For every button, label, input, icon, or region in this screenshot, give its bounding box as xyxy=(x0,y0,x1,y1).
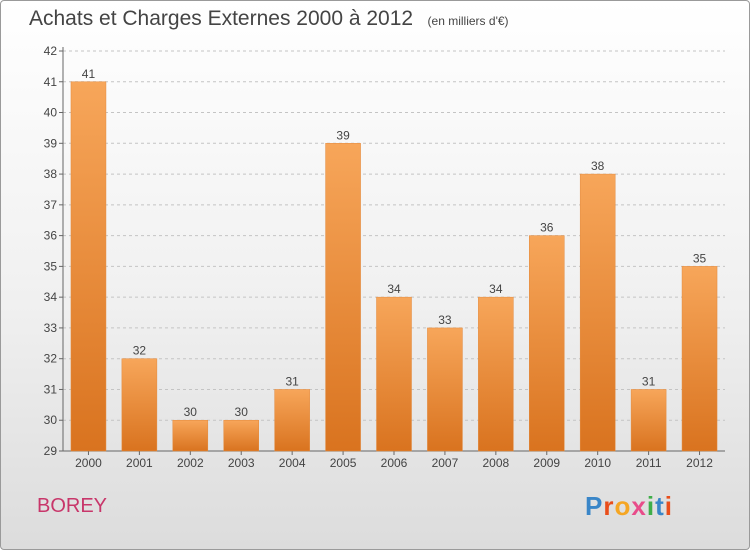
y-tick-label: 39 xyxy=(44,136,58,150)
y-tick-label: 41 xyxy=(44,75,58,89)
y-tick-label: 31 xyxy=(44,382,58,396)
x-tick-label: 2011 xyxy=(636,456,662,470)
bar-2003 xyxy=(223,419,259,452)
bar-2007 xyxy=(427,327,463,452)
data-label: 31 xyxy=(285,374,299,388)
logo-letter: P xyxy=(585,491,604,521)
x-tick-label: 2000 xyxy=(75,456,102,470)
y-tick-label: 36 xyxy=(44,229,58,243)
data-label: 33 xyxy=(438,313,452,327)
data-label: 31 xyxy=(642,374,656,388)
y-tick-label: 30 xyxy=(44,413,58,427)
bar-2002 xyxy=(172,419,209,452)
bar-2010 xyxy=(579,173,616,452)
data-label: 30 xyxy=(235,405,249,419)
commune-name: BOREY xyxy=(37,495,108,517)
bar-2001 xyxy=(121,358,158,452)
data-label: 32 xyxy=(133,344,147,358)
bar-2011 xyxy=(630,389,667,452)
labels: 29 30 31 32 33 34 35 36 37 38 39 40 41 42 41 2000 32 2001… xyxy=(44,44,714,470)
x-tick-label: 2004 xyxy=(279,456,306,470)
data-label: 35 xyxy=(693,251,707,265)
data-label: 30 xyxy=(184,405,198,419)
x-tick-label: 2010 xyxy=(584,456,611,470)
chart-title: Achats et Charges Externes 2000 à 2012 xyxy=(29,7,414,30)
bar-2006 xyxy=(376,296,412,452)
y-tick-label: 29 xyxy=(44,444,58,458)
y-tick-label: 38 xyxy=(44,167,58,181)
chart-unit: (en milliers d'€) xyxy=(427,14,509,28)
x-tick-label: 2012 xyxy=(686,456,713,470)
y-tick-label: 37 xyxy=(44,198,58,212)
y-tick-label: 34 xyxy=(44,290,58,304)
logo-letter: i xyxy=(646,491,656,521)
y-tick-label: 32 xyxy=(44,352,58,366)
logo-letter: r xyxy=(603,491,615,521)
y-tick-label: 33 xyxy=(44,321,58,335)
x-tick-label: 2006 xyxy=(381,456,408,470)
x-tick-label: 2003 xyxy=(228,456,255,470)
proxiti-logo[interactable]: Proxiti xyxy=(585,491,673,522)
x-tick-label: 2008 xyxy=(482,456,509,470)
data-label: 38 xyxy=(591,159,605,173)
data-label: 36 xyxy=(540,221,554,235)
bar-2008 xyxy=(478,296,514,452)
x-tick-label: 2001 xyxy=(126,456,153,470)
bar-2004 xyxy=(274,389,310,452)
logo-letter: x xyxy=(631,491,647,521)
data-label: 41 xyxy=(82,67,96,81)
data-label: 39 xyxy=(336,128,350,142)
x-tick-label: 2007 xyxy=(432,456,459,470)
x-tick-label: 2005 xyxy=(330,456,357,470)
chart-title-block: Achats et Charges Externes 2000 à 2012 (… xyxy=(29,7,509,31)
data-label: 34 xyxy=(387,282,401,296)
logo-letter: o xyxy=(614,491,632,521)
y-tick-label: 40 xyxy=(44,106,58,120)
bars xyxy=(70,81,718,452)
x-tick-label: 2002 xyxy=(177,456,204,470)
bar-2009 xyxy=(529,235,565,452)
y-tick-label: 35 xyxy=(44,259,58,273)
data-label: 34 xyxy=(489,282,503,296)
y-tick-label: 42 xyxy=(44,44,58,58)
logo-letter: t xyxy=(655,491,665,521)
x-tick-label: 2009 xyxy=(533,456,560,470)
bar-2005 xyxy=(325,143,361,452)
bar-2012 xyxy=(681,266,718,452)
logo-letter: i xyxy=(664,491,673,521)
bar-2000 xyxy=(70,81,107,452)
